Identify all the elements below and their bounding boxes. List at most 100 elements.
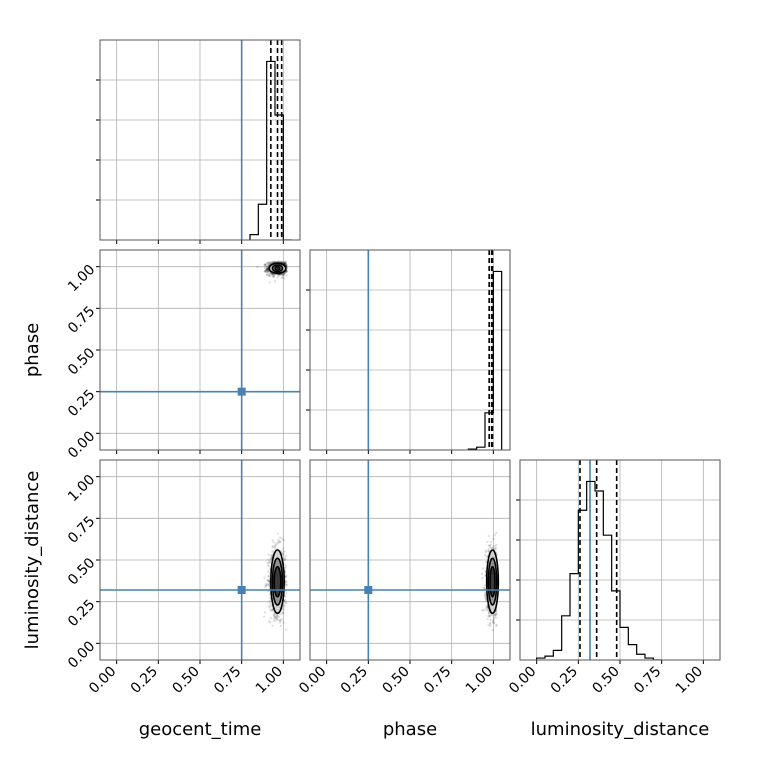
scatter-point [275,260,279,263]
scatter-point [491,620,494,624]
scatter-point [494,612,497,616]
scatter-point [281,552,285,556]
scatter-point [264,269,268,272]
scatter-point [275,618,279,621]
scatter-point [266,262,270,265]
panel-frame [99,249,301,451]
scatter-point [268,606,272,609]
scatter-point [483,586,486,590]
scatter-point [276,276,279,279]
scatter-point [489,544,492,547]
scatter-point [284,579,287,582]
scatter-point [485,599,488,603]
scatter-point [285,270,288,273]
scatter-point [276,532,280,535]
x-axis-label-geocent_time: geocent_time [139,719,262,740]
scatter-point [266,561,269,565]
scatter-point [267,263,270,267]
scatter-point [483,594,486,597]
scatter-point [487,534,490,538]
scatter-point [484,592,487,596]
scatter-point [270,608,274,611]
scatter-point [279,619,282,623]
panel-frame [309,459,511,661]
scatter-point [282,272,286,276]
scatter-point [266,271,270,274]
scatter-point [486,617,489,621]
scatter-point [269,596,272,600]
scatter-point [273,545,277,549]
scatter-point [481,608,484,612]
scatter-point [495,624,498,627]
scatter-point [272,540,275,544]
scatter-point [281,261,284,264]
scatter-point [268,601,271,605]
scatter-point [265,261,269,265]
scatter-point [486,540,489,544]
panel-geocent_time-vs-luminosity_distance: 0.000.250.500.751.000.00 0.25 0.50 0.75 1.00 [65,459,301,697]
scatter-point [270,604,273,608]
scatter-point [268,262,272,265]
scatter-point [277,541,280,545]
scatter-point [273,616,277,619]
scatter-point [494,613,497,617]
scatter-point [285,263,288,266]
x-tick-label: 0.50 [379,664,412,697]
scatter-point [277,274,280,277]
scatter-point [267,553,271,557]
scatter-point [271,539,274,542]
scatter-point [489,614,492,617]
scatter-point [267,582,271,586]
scatter-point [283,260,287,263]
scatter-point [284,270,288,274]
scatter-point [268,599,271,603]
scatter-point [268,608,272,612]
scatter-point [277,260,280,263]
scatter-point [282,262,286,265]
truth-marker [237,586,246,594]
scatter-point [269,603,273,606]
scatter-point [274,547,277,550]
scatter-point [267,579,271,583]
scatter-point [265,266,268,269]
scatter-point [272,274,275,278]
scatter-point [284,554,287,558]
scatter-point [495,623,498,627]
contour-level [489,565,496,598]
scatter-point [281,612,285,615]
scatter-point [272,275,276,278]
scatter-point [285,574,288,578]
scatter-point [278,536,282,539]
scatter-point [282,553,285,556]
y-tick-label: 0.25 [65,387,98,420]
scatter-point [482,587,486,590]
scatter-point [283,557,286,560]
scatter-point [492,622,495,625]
scatter-point [484,597,488,601]
scatter-point [491,546,494,550]
scatter-point [486,605,489,608]
scatter-point [268,271,272,275]
scatter-point [265,268,269,272]
scatter-point [494,546,498,549]
scatter-point [278,540,282,544]
scatter-point [281,273,285,276]
scatter-point [273,544,277,547]
scatter-point [277,615,281,619]
scatter-point [264,270,268,273]
scatter-point [279,624,282,628]
scatter-point [269,557,272,560]
scatter-point [285,584,288,587]
scatter-point [278,540,282,543]
scatter-point [264,263,267,266]
scatter-point [264,268,268,271]
scatter-point [285,592,288,595]
y-tick-label: 0.25 [65,597,98,630]
scatter-point [283,558,286,561]
scatter-point [284,628,288,631]
scatter-point [270,273,274,277]
scatter-point [284,261,287,265]
y-tick-label: 0.00 [65,428,98,461]
scatter-point [268,261,272,264]
scatter-point [265,267,269,270]
